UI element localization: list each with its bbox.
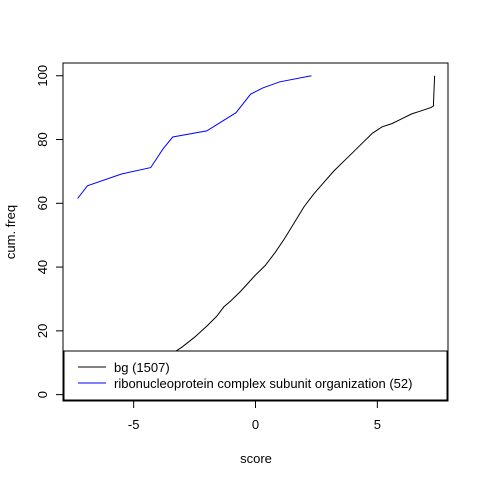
y-tick-label: 40 [35, 260, 50, 274]
x-axis: -5 0 5 [128, 401, 381, 432]
y-tick-label: 20 [35, 324, 50, 338]
legend-label-ribonucleoprotein: ribonucleoprotein complex subunit organi… [114, 376, 412, 391]
legend: bg (1507) ribonucleoprotein complex subu… [63, 350, 448, 401]
y-tick-label: 80 [35, 132, 50, 146]
y-tick-label: 100 [35, 65, 50, 87]
y-axis-title: cum. freq [3, 205, 18, 259]
y-tick-label: 60 [35, 196, 50, 210]
legend-box [63, 350, 448, 401]
x-tick-label: -5 [128, 417, 140, 432]
y-axis: 0 20 40 60 80 100 [35, 65, 63, 398]
y-tick-label: 0 [35, 391, 50, 398]
x-tick-label: 5 [374, 417, 381, 432]
legend-label-bg: bg (1507) [114, 360, 170, 375]
x-axis-title: score [240, 451, 272, 466]
x-tick-label: 0 [252, 417, 259, 432]
series-line-1 [77, 75, 312, 199]
